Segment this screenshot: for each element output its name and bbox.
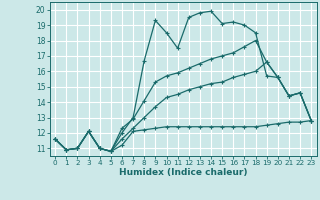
- X-axis label: Humidex (Indice chaleur): Humidex (Indice chaleur): [119, 168, 247, 177]
